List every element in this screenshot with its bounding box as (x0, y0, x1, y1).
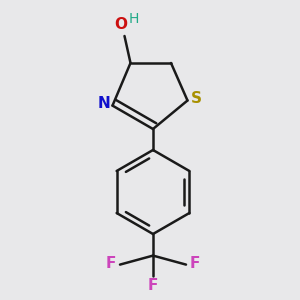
Text: O: O (114, 17, 128, 32)
Text: S: S (191, 91, 202, 106)
Text: N: N (98, 96, 110, 111)
Text: F: F (106, 256, 116, 272)
Text: H: H (129, 12, 139, 26)
Text: F: F (148, 278, 158, 293)
Text: F: F (190, 256, 200, 272)
